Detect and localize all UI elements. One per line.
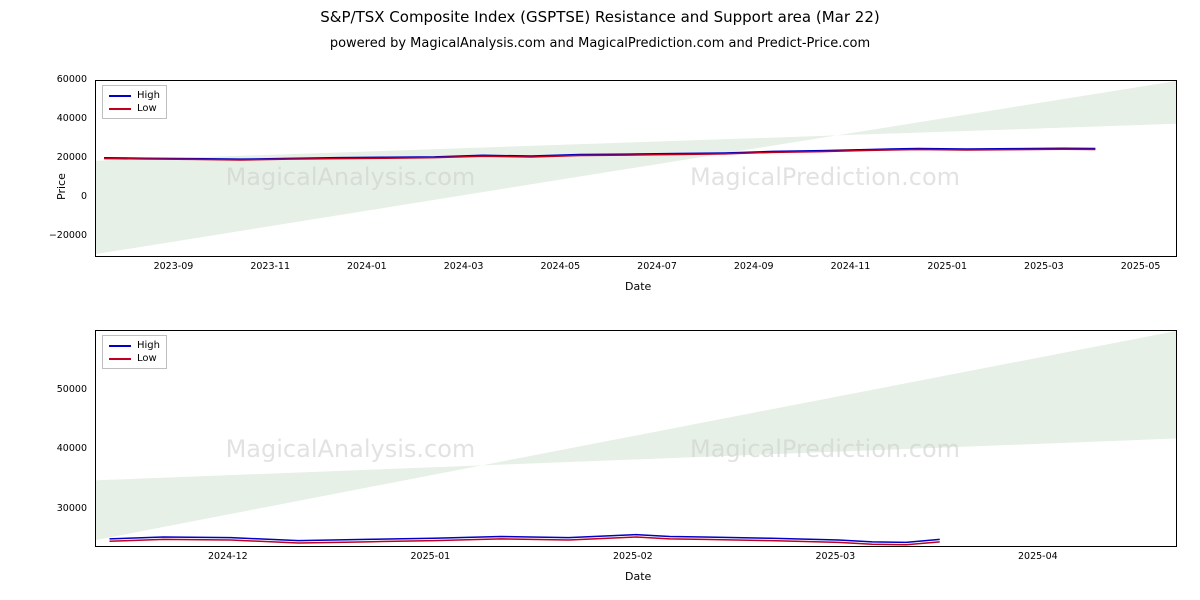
panel1-xtick-label: 2024-07 — [637, 261, 677, 272]
legend-label: Low — [137, 103, 157, 114]
panel2-ytick-label: 40000 — [57, 443, 87, 454]
panel1-shade-area — [96, 81, 1176, 254]
legend-item: Low — [109, 102, 160, 115]
panel1-xtick-label: 2024-09 — [734, 261, 774, 272]
panel1-ytick-label: −20000 — [49, 230, 87, 241]
panel-2-xlabel: Date — [625, 570, 651, 583]
panel2-shade-area — [96, 331, 1176, 540]
panel1-xtick-label: 2024-03 — [444, 261, 484, 272]
panel1-xtick-label: 2024-11 — [831, 261, 871, 272]
panel2-plot — [96, 331, 1176, 546]
panel1-ytick-label: 40000 — [57, 113, 87, 124]
panel2-xtick-label: 2024-12 — [208, 551, 248, 562]
panel1-xtick-label: 2025-01 — [927, 261, 967, 272]
panel2-legend: High Low — [102, 335, 167, 369]
panel1-xtick-label: 2023-11 — [250, 261, 290, 272]
panel1-xtick-label: 2023-09 — [154, 261, 194, 272]
panel-1-ylabel: Price — [55, 173, 68, 200]
panel2-xtick-label: 2025-01 — [411, 551, 451, 562]
legend-item: Low — [109, 352, 160, 365]
chart-title: S&P/TSX Composite Index (GSPTSE) Resista… — [0, 8, 1200, 26]
legend-swatch — [109, 95, 131, 97]
panel1-plot — [96, 81, 1176, 256]
panel-1-xlabel: Date — [625, 280, 651, 293]
legend-item: High — [109, 339, 160, 352]
panel1-xtick-label: 2024-01 — [347, 261, 387, 272]
panel2-xtick-label: 2025-03 — [816, 551, 856, 562]
panel2-xtick-label: 2025-04 — [1018, 551, 1058, 562]
legend-swatch — [109, 358, 131, 360]
panel2-xtick-label: 2025-02 — [613, 551, 653, 562]
panel1-xtick-label: 2025-03 — [1024, 261, 1064, 272]
figure: S&P/TSX Composite Index (GSPTSE) Resista… — [0, 0, 1200, 600]
panel1-ytick-label: 60000 — [57, 74, 87, 85]
legend-swatch — [109, 108, 131, 110]
chart-subtitle: powered by MagicalAnalysis.com and Magic… — [0, 36, 1200, 51]
panel-1-axes: MagicalAnalysis.comMagicalPrediction.com… — [95, 80, 1177, 257]
legend-item: High — [109, 89, 160, 102]
panel1-xtick-label: 2024-05 — [540, 261, 580, 272]
legend-label: High — [137, 90, 160, 101]
legend-label: Low — [137, 353, 157, 364]
legend-label: High — [137, 340, 160, 351]
panel1-ytick-label: 20000 — [57, 152, 87, 163]
panel2-ytick-label: 50000 — [57, 384, 87, 395]
panel1-ytick-label: 0 — [81, 191, 87, 202]
panel2-ytick-label: 30000 — [57, 503, 87, 514]
panel1-legend: High Low — [102, 85, 167, 119]
panel-2-axes: MagicalAnalysis.comMagicalPrediction.com… — [95, 330, 1177, 547]
legend-swatch — [109, 345, 131, 347]
panel1-xtick-label: 2025-05 — [1121, 261, 1161, 272]
